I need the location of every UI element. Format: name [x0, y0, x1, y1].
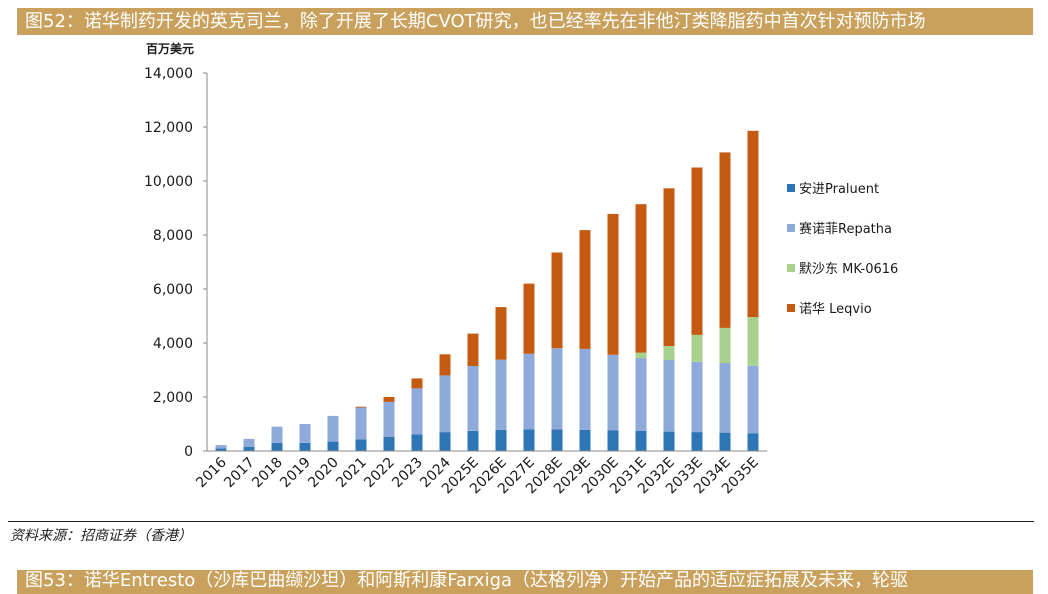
bar-segment-leqvio — [495, 307, 507, 360]
bar-segment-praluent — [355, 439, 367, 451]
bar-segment-repatha — [663, 360, 675, 432]
bar-segment-mk0616 — [663, 346, 675, 360]
source-divider — [8, 521, 1034, 522]
bar-segment-praluent — [551, 429, 563, 451]
bar-segment-praluent — [663, 431, 675, 451]
figure-title: 图52：诺华制药开发的英克司兰，除了开展了长期CVOT研究，也已经率先在非他汀类… — [17, 8, 1033, 35]
bar-segment-leqvio — [635, 204, 647, 353]
bar-segment-leqvio — [747, 130, 759, 318]
legend-label-repatha: 赛诺菲Repatha — [799, 221, 892, 237]
bar-segment-praluent — [383, 437, 395, 451]
bar-segment-praluent — [579, 429, 591, 451]
y-tick-label: 4,000 — [153, 336, 193, 352]
bar-segment-praluent — [691, 432, 703, 451]
bar-segment-praluent — [607, 430, 619, 451]
bar-segment-repatha — [243, 438, 255, 447]
bar-segment-repatha — [691, 361, 703, 433]
legend-label-praluent: 安进Praluent — [799, 182, 879, 197]
legend-swatch-mk0616 — [787, 264, 795, 272]
legend-swatch-praluent — [787, 184, 795, 192]
bar-segment-repatha — [635, 358, 647, 431]
x-tick-label: 2023 — [389, 455, 426, 492]
bar-segment-mk0616 — [719, 327, 731, 363]
bar-segment-leqvio — [467, 333, 479, 366]
legend-swatch-leqvio — [787, 304, 795, 312]
y-tick-label: 14,000 — [144, 66, 193, 82]
bar-segment-repatha — [327, 415, 339, 442]
bar-segment-repatha — [747, 365, 759, 434]
bar-segment-praluent — [439, 432, 451, 451]
bar-segment-repatha — [355, 407, 367, 440]
source-note: 资料来源：招商证券（香港） — [10, 528, 192, 544]
bar-segment-praluent — [215, 448, 227, 451]
bar-segment-leqvio — [439, 354, 451, 376]
bar-segment-leqvio — [691, 167, 703, 335]
bar-segment-repatha — [439, 375, 451, 433]
bar-segment-leqvio — [607, 213, 619, 355]
bar-segment-praluent — [271, 442, 283, 451]
bar-segment-praluent — [523, 429, 535, 451]
bar-segment-praluent — [495, 429, 507, 451]
x-tick-label: 2019 — [277, 455, 314, 492]
bar-segment-repatha — [383, 401, 395, 437]
x-tick-label: 2020 — [305, 455, 342, 492]
bar-segment-praluent — [411, 434, 423, 451]
y-axis-unit-label: 百万美元 — [146, 41, 194, 56]
y-tick-label: 12,000 — [144, 120, 193, 136]
bar-segment-repatha — [299, 424, 311, 443]
bar-segment-leqvio — [663, 188, 675, 346]
y-tick-label: 0 — [184, 444, 193, 460]
legend-label-mk0616: 默沙东 MK-0616 — [799, 261, 898, 277]
bar-segment-repatha — [271, 426, 283, 443]
bar-segment-mk0616 — [635, 352, 647, 359]
stacked-bar-chart: 百万美元 0 2,000 4,000 6,000 8,000 10,000 12,000 14… — [144, 41, 898, 497]
bar-segment-leqvio — [551, 252, 563, 349]
next-figure-title: 图53：诺华Entresto（沙库巴曲缬沙坦）和阿斯利康Farxiga（达格列净… — [17, 570, 1033, 594]
bar-segment-repatha — [411, 388, 423, 435]
x-tick-label: 2021 — [333, 455, 370, 492]
bar-segment-praluent — [467, 430, 479, 452]
bar-segment-leqvio — [355, 406, 367, 408]
bar-segment-leqvio — [411, 378, 423, 389]
bar-segment-repatha — [579, 348, 591, 430]
y-tick-label: 8,000 — [153, 228, 193, 244]
bar-segment-repatha — [551, 348, 563, 430]
bar-segment-praluent — [719, 432, 731, 451]
legend-swatch-repatha — [787, 224, 795, 232]
y-tick-label: 10,000 — [144, 174, 193, 190]
x-tick-label: 2018 — [249, 455, 286, 492]
bar-segment-repatha — [467, 365, 479, 431]
bar-segment-mk0616 — [691, 334, 703, 362]
bar-segment-praluent — [327, 441, 339, 451]
bar-segment-repatha — [495, 359, 507, 430]
bar-segment-praluent — [243, 446, 255, 451]
y-tick-label: 2,000 — [153, 390, 193, 406]
x-tick-label: 2017 — [221, 455, 258, 492]
bar-segment-praluent — [635, 431, 647, 451]
bar-segment-leqvio — [523, 283, 535, 354]
bar-segment-leqvio — [579, 230, 591, 349]
bar-segment-praluent — [299, 442, 311, 451]
bar-segment-repatha — [523, 353, 535, 430]
legend-label-leqvio: 诺华 Leqvio — [799, 302, 872, 317]
bar-segment-praluent — [747, 433, 759, 451]
x-tick-label: 2022 — [361, 455, 398, 492]
bar-segment-repatha — [215, 445, 227, 449]
bar-segment-repatha — [607, 354, 619, 431]
bar-segment-mk0616 — [747, 317, 759, 366]
bar-segment-repatha — [719, 363, 731, 433]
y-tick-label: 6,000 — [153, 282, 193, 298]
bar-segment-leqvio — [719, 152, 731, 328]
x-tick-label: 2016 — [193, 454, 230, 491]
bar-segment-leqvio — [383, 397, 395, 402]
